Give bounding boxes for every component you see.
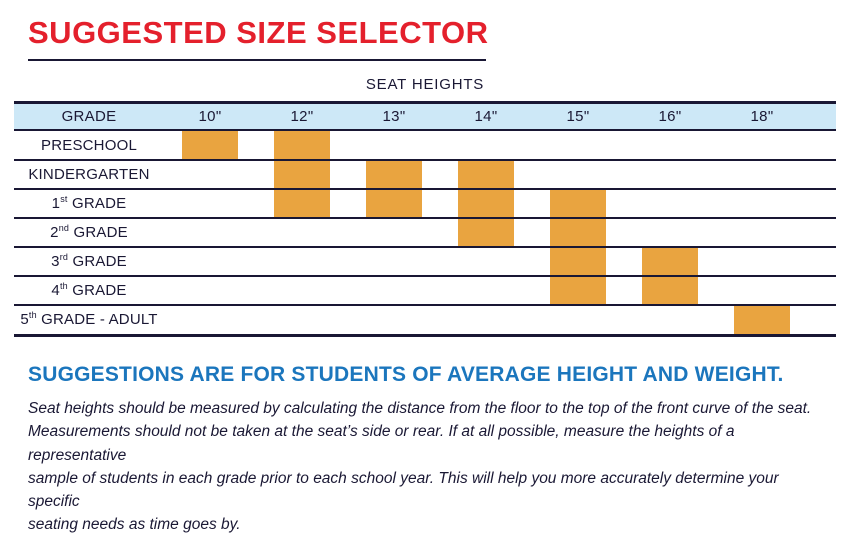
row-divider	[14, 246, 836, 249]
row-divider	[14, 188, 836, 191]
size-selector-page: SUGGESTED SIZE SELECTOR SEAT HEIGHTS GRA…	[0, 15, 850, 537]
size-column-header: 10"	[198, 108, 222, 126]
grade-row-label: 5th GRADE - ADULT	[20, 310, 158, 329]
size-selector-chart: GRADE 10" 12" 13" 14" 15" 16" 18" PRESCHOOL KIND…	[14, 101, 836, 338]
size-column-header: 15"	[566, 108, 590, 126]
row-divider	[14, 159, 836, 162]
grade-row-label: 4th GRADE	[51, 281, 127, 300]
grade-row-label: 1st GRADE	[51, 194, 127, 213]
grade-row-label: 3rd GRADE	[51, 252, 127, 271]
size-column-header: 18"	[750, 108, 774, 126]
size-column-header: 12"	[290, 108, 314, 126]
row-divider	[14, 275, 836, 278]
grade-row-label: 2nd GRADE	[50, 223, 128, 242]
suggestion-heading: SUGGESTIONS ARE FOR STUDENTS OF AVERAGE …	[28, 363, 784, 387]
size-bar-14in	[458, 160, 514, 248]
grade-column-header: GRADE	[61, 108, 117, 126]
size-bar-10in	[182, 131, 238, 161]
chart-subtitle: SEAT HEIGHTS	[365, 76, 485, 94]
size-column-header: 14"	[474, 108, 498, 126]
grade-row-label: PRESCHOOL	[41, 137, 137, 155]
chart-header-row: GRADE 10" 12" 13" 14" 15" 16" 18"	[14, 104, 836, 132]
grade-row-label: KINDERGARTEN	[28, 166, 150, 184]
title-underline	[28, 59, 486, 62]
size-bar-18in	[734, 305, 790, 335]
measurement-note: Seat heights should be measured by calcu…	[28, 400, 812, 534]
size-column-header: 13"	[382, 108, 406, 126]
row-divider	[14, 217, 836, 220]
chart-body: PRESCHOOL KINDERGARTEN 1st GRADE 2nd GRADE 3…	[14, 131, 836, 335]
size-column-header: 16"	[658, 108, 682, 126]
row-divider	[14, 304, 836, 307]
size-bar-12in	[274, 131, 330, 219]
page-title: SUGGESTED SIZE SELECTOR	[28, 15, 489, 50]
